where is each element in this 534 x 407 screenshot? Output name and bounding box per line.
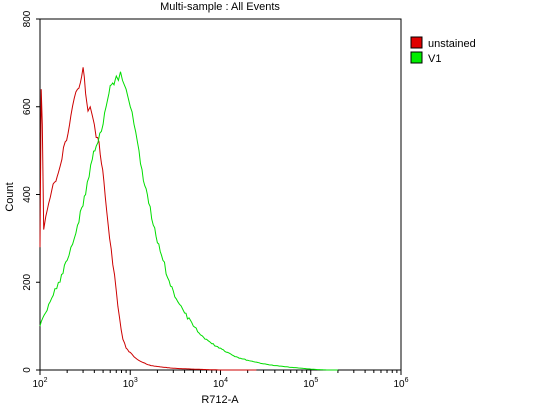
x-axis-label: R712-A (201, 394, 239, 406)
x-tick-label: 104 (213, 377, 228, 390)
y-axis-label: Count (4, 182, 16, 211)
plot-layer: 0 200 400 600 800 102 103 104 105 106 (22, 10, 409, 390)
y-tick-label: 0 (22, 367, 33, 373)
legend-label-unstained: unstained (428, 38, 476, 50)
series-line-unstained (39, 67, 257, 371)
x-tick-label: 102 (32, 377, 47, 390)
y-tick-label: 600 (22, 98, 33, 115)
legend-swatch-v1 (410, 51, 423, 64)
y-tick-label: 400 (22, 186, 33, 203)
x-tick-label: 105 (303, 377, 318, 390)
y-tick-label: 800 (22, 10, 33, 27)
y-tick-label: 200 (22, 273, 33, 290)
legend-label-v1: V1 (428, 53, 441, 65)
legend-swatch-unstained (410, 36, 423, 49)
chart-title: Multi-sample : All Events (160, 1, 280, 13)
plot-frame (39, 18, 402, 371)
x-tick-label: 103 (123, 377, 138, 390)
series-line-v1 (39, 71, 338, 371)
x-tick-label: 106 (393, 377, 408, 390)
legend: unstained V1 (410, 36, 476, 65)
